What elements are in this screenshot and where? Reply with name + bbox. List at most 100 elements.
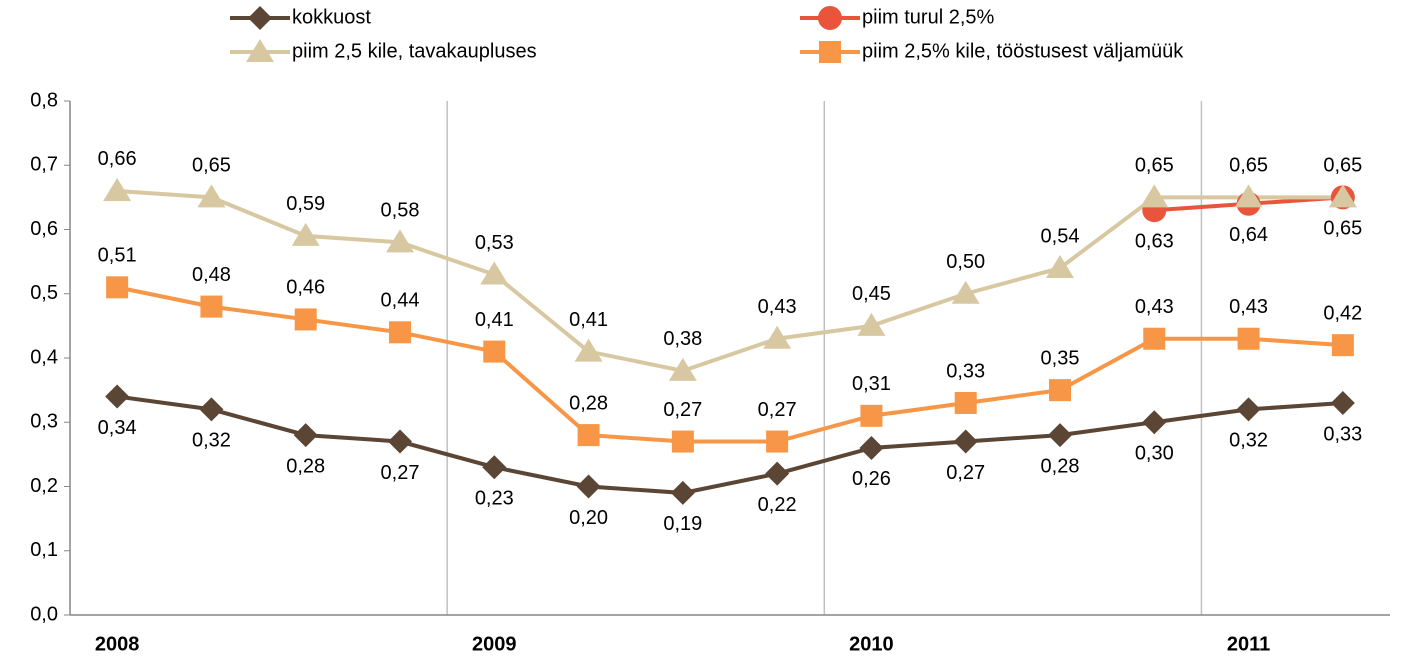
data-label: 0,53 <box>475 232 514 254</box>
data-label: 0,23 <box>475 488 514 510</box>
data-label: 0,54 <box>1041 225 1080 247</box>
data-point <box>765 461 790 486</box>
series-line <box>116 285 1343 444</box>
y-tick-label: 0,5 <box>30 282 58 304</box>
legend-marker <box>246 39 274 62</box>
data-label: 0,44 <box>381 290 420 312</box>
x-tick-label: 2010 <box>849 633 894 655</box>
data-point <box>766 430 789 453</box>
data-label: 0,43 <box>1229 296 1268 318</box>
data-label: 0,27 <box>663 399 702 421</box>
data-label: 0,43 <box>758 296 797 318</box>
data-label: 0,59 <box>286 193 325 215</box>
data-label: 0,28 <box>1041 455 1080 477</box>
data-label: 0,31 <box>852 373 891 395</box>
data-label: 0,65 <box>192 155 231 177</box>
data-label: 0,58 <box>381 200 420 222</box>
legend-label: piim turul 2,5% <box>862 6 994 28</box>
data-point <box>389 321 411 344</box>
data-label: 0,33 <box>1323 423 1362 445</box>
data-point <box>953 429 978 454</box>
data-label: 0,27 <box>381 462 420 484</box>
data-point <box>574 338 603 362</box>
data-label: 0,66 <box>98 148 137 170</box>
y-tick-label: 0,0 <box>30 603 58 625</box>
data-point <box>1140 184 1169 208</box>
data-point <box>857 312 886 336</box>
x-tick-label: 2009 <box>472 633 517 655</box>
data-label: 0,46 <box>286 277 325 299</box>
y-tick-label: 0,7 <box>30 154 58 176</box>
data-point <box>1048 423 1072 448</box>
data-label: 0,28 <box>569 392 608 414</box>
data-point <box>1330 390 1355 415</box>
data-label: 0,65 <box>1229 155 1268 177</box>
data-label: 0,19 <box>663 513 702 535</box>
data-label: 0,28 <box>286 455 325 477</box>
data-label: 0,27 <box>758 399 797 421</box>
data-point <box>1049 379 1071 402</box>
data-label: 0,22 <box>758 494 797 516</box>
data-point <box>668 357 697 381</box>
data-label: 0,64 <box>1229 224 1268 246</box>
y-tick-label: 0,1 <box>30 539 58 561</box>
data-point <box>1143 327 1166 350</box>
y-tick-label: 0,3 <box>30 411 58 433</box>
data-label: 0,41 <box>569 309 608 331</box>
data-label: 0,65 <box>1323 218 1362 240</box>
data-point <box>577 424 600 447</box>
data-label: 0,41 <box>475 309 514 331</box>
legend-label: piim 2,5% kile, tööstusest väljamüük <box>862 40 1184 62</box>
data-point <box>483 340 506 363</box>
legend-marker <box>819 41 841 63</box>
series-line <box>117 188 1343 373</box>
data-point <box>1328 184 1357 208</box>
data-point <box>105 384 130 409</box>
data-label: 0,48 <box>192 264 231 286</box>
y-tick-label: 0,4 <box>30 346 58 368</box>
data-point <box>197 184 226 208</box>
data-label: 0,65 <box>1323 155 1362 177</box>
data-label: 0,65 <box>1135 155 1174 177</box>
y-tick-label: 0,8 <box>30 89 58 111</box>
data-point <box>200 295 223 318</box>
data-label: 0,63 <box>1135 231 1174 253</box>
data-point <box>106 276 129 299</box>
data-point <box>1331 334 1354 357</box>
data-point <box>291 222 320 246</box>
legend-marker <box>818 6 842 30</box>
data-point <box>293 423 318 448</box>
x-tick-label: 2008 <box>95 633 140 655</box>
data-point <box>576 474 601 499</box>
data-point <box>480 261 509 285</box>
data-label: 0,51 <box>98 245 137 267</box>
data-label: 0,32 <box>1229 430 1268 452</box>
data-point <box>199 397 224 422</box>
data-label: 0,27 <box>946 462 985 484</box>
data-point <box>954 391 977 414</box>
data-point <box>951 280 980 304</box>
legend-label: kokkuost <box>292 6 371 28</box>
data-point <box>1236 397 1261 422</box>
data-point <box>103 177 132 201</box>
data-label: 0,50 <box>946 251 985 273</box>
data-point <box>388 429 412 454</box>
x-tick-label: 2011 <box>1227 633 1270 655</box>
data-point <box>294 308 317 331</box>
data-point <box>859 435 884 460</box>
y-tick-label: 0,6 <box>30 218 58 240</box>
data-label: 0,42 <box>1323 302 1362 324</box>
data-point <box>1234 184 1263 208</box>
legend-label: piim 2,5 kile, tavakaupluses <box>292 40 537 62</box>
data-label: 0,32 <box>192 430 231 452</box>
data-point <box>386 229 414 253</box>
data-label: 0,38 <box>663 328 702 350</box>
data-point <box>1142 410 1167 435</box>
data-point <box>670 480 695 505</box>
data-point <box>1237 327 1260 350</box>
data-label: 0,30 <box>1135 443 1174 465</box>
data-point <box>1046 255 1074 279</box>
legend-marker <box>248 6 272 30</box>
